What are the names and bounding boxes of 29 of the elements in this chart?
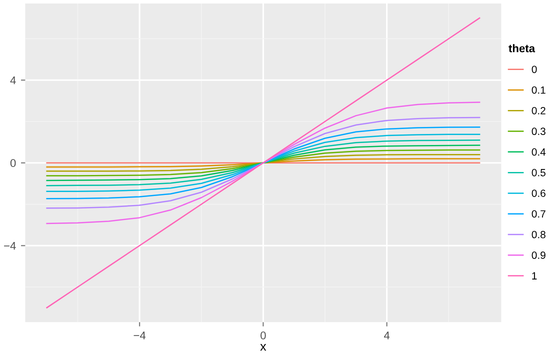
x-axis-title: x (260, 344, 266, 351)
y-tick-label: 4 (10, 76, 16, 84)
x-tick-label: 0 (260, 332, 266, 340)
legend-label: 0.6 (532, 190, 546, 197)
line-series (46, 116, 480, 209)
legend-label: 0.9 (532, 252, 546, 259)
y-tick-label: −4 (4, 242, 16, 250)
line-series (46, 126, 480, 200)
line-series (46, 154, 480, 172)
x-tick-label: −4 (134, 332, 146, 340)
x-tick-label: 4 (384, 332, 390, 340)
legend-label: 0 (532, 66, 537, 74)
legend-label: 0.4 (532, 148, 546, 156)
legend-title: theta (508, 44, 536, 52)
line-series (46, 139, 480, 186)
legend-label: 0.8 (532, 230, 546, 238)
line-series (46, 134, 480, 192)
legend-label: 0.7 (532, 210, 546, 218)
line-series (46, 149, 480, 176)
line-series (46, 158, 480, 168)
legend-label: 0.1 (532, 86, 546, 94)
line-series (46, 144, 480, 182)
legend-label: 0.2 (532, 106, 546, 114)
legend-label: 0.5 (532, 168, 546, 176)
legend-label: 0.3 (532, 128, 546, 136)
y-tick-label: 0 (10, 159, 16, 168)
line-series (46, 102, 480, 224)
line-series (46, 17, 480, 308)
legend-label: 1 (532, 272, 537, 280)
